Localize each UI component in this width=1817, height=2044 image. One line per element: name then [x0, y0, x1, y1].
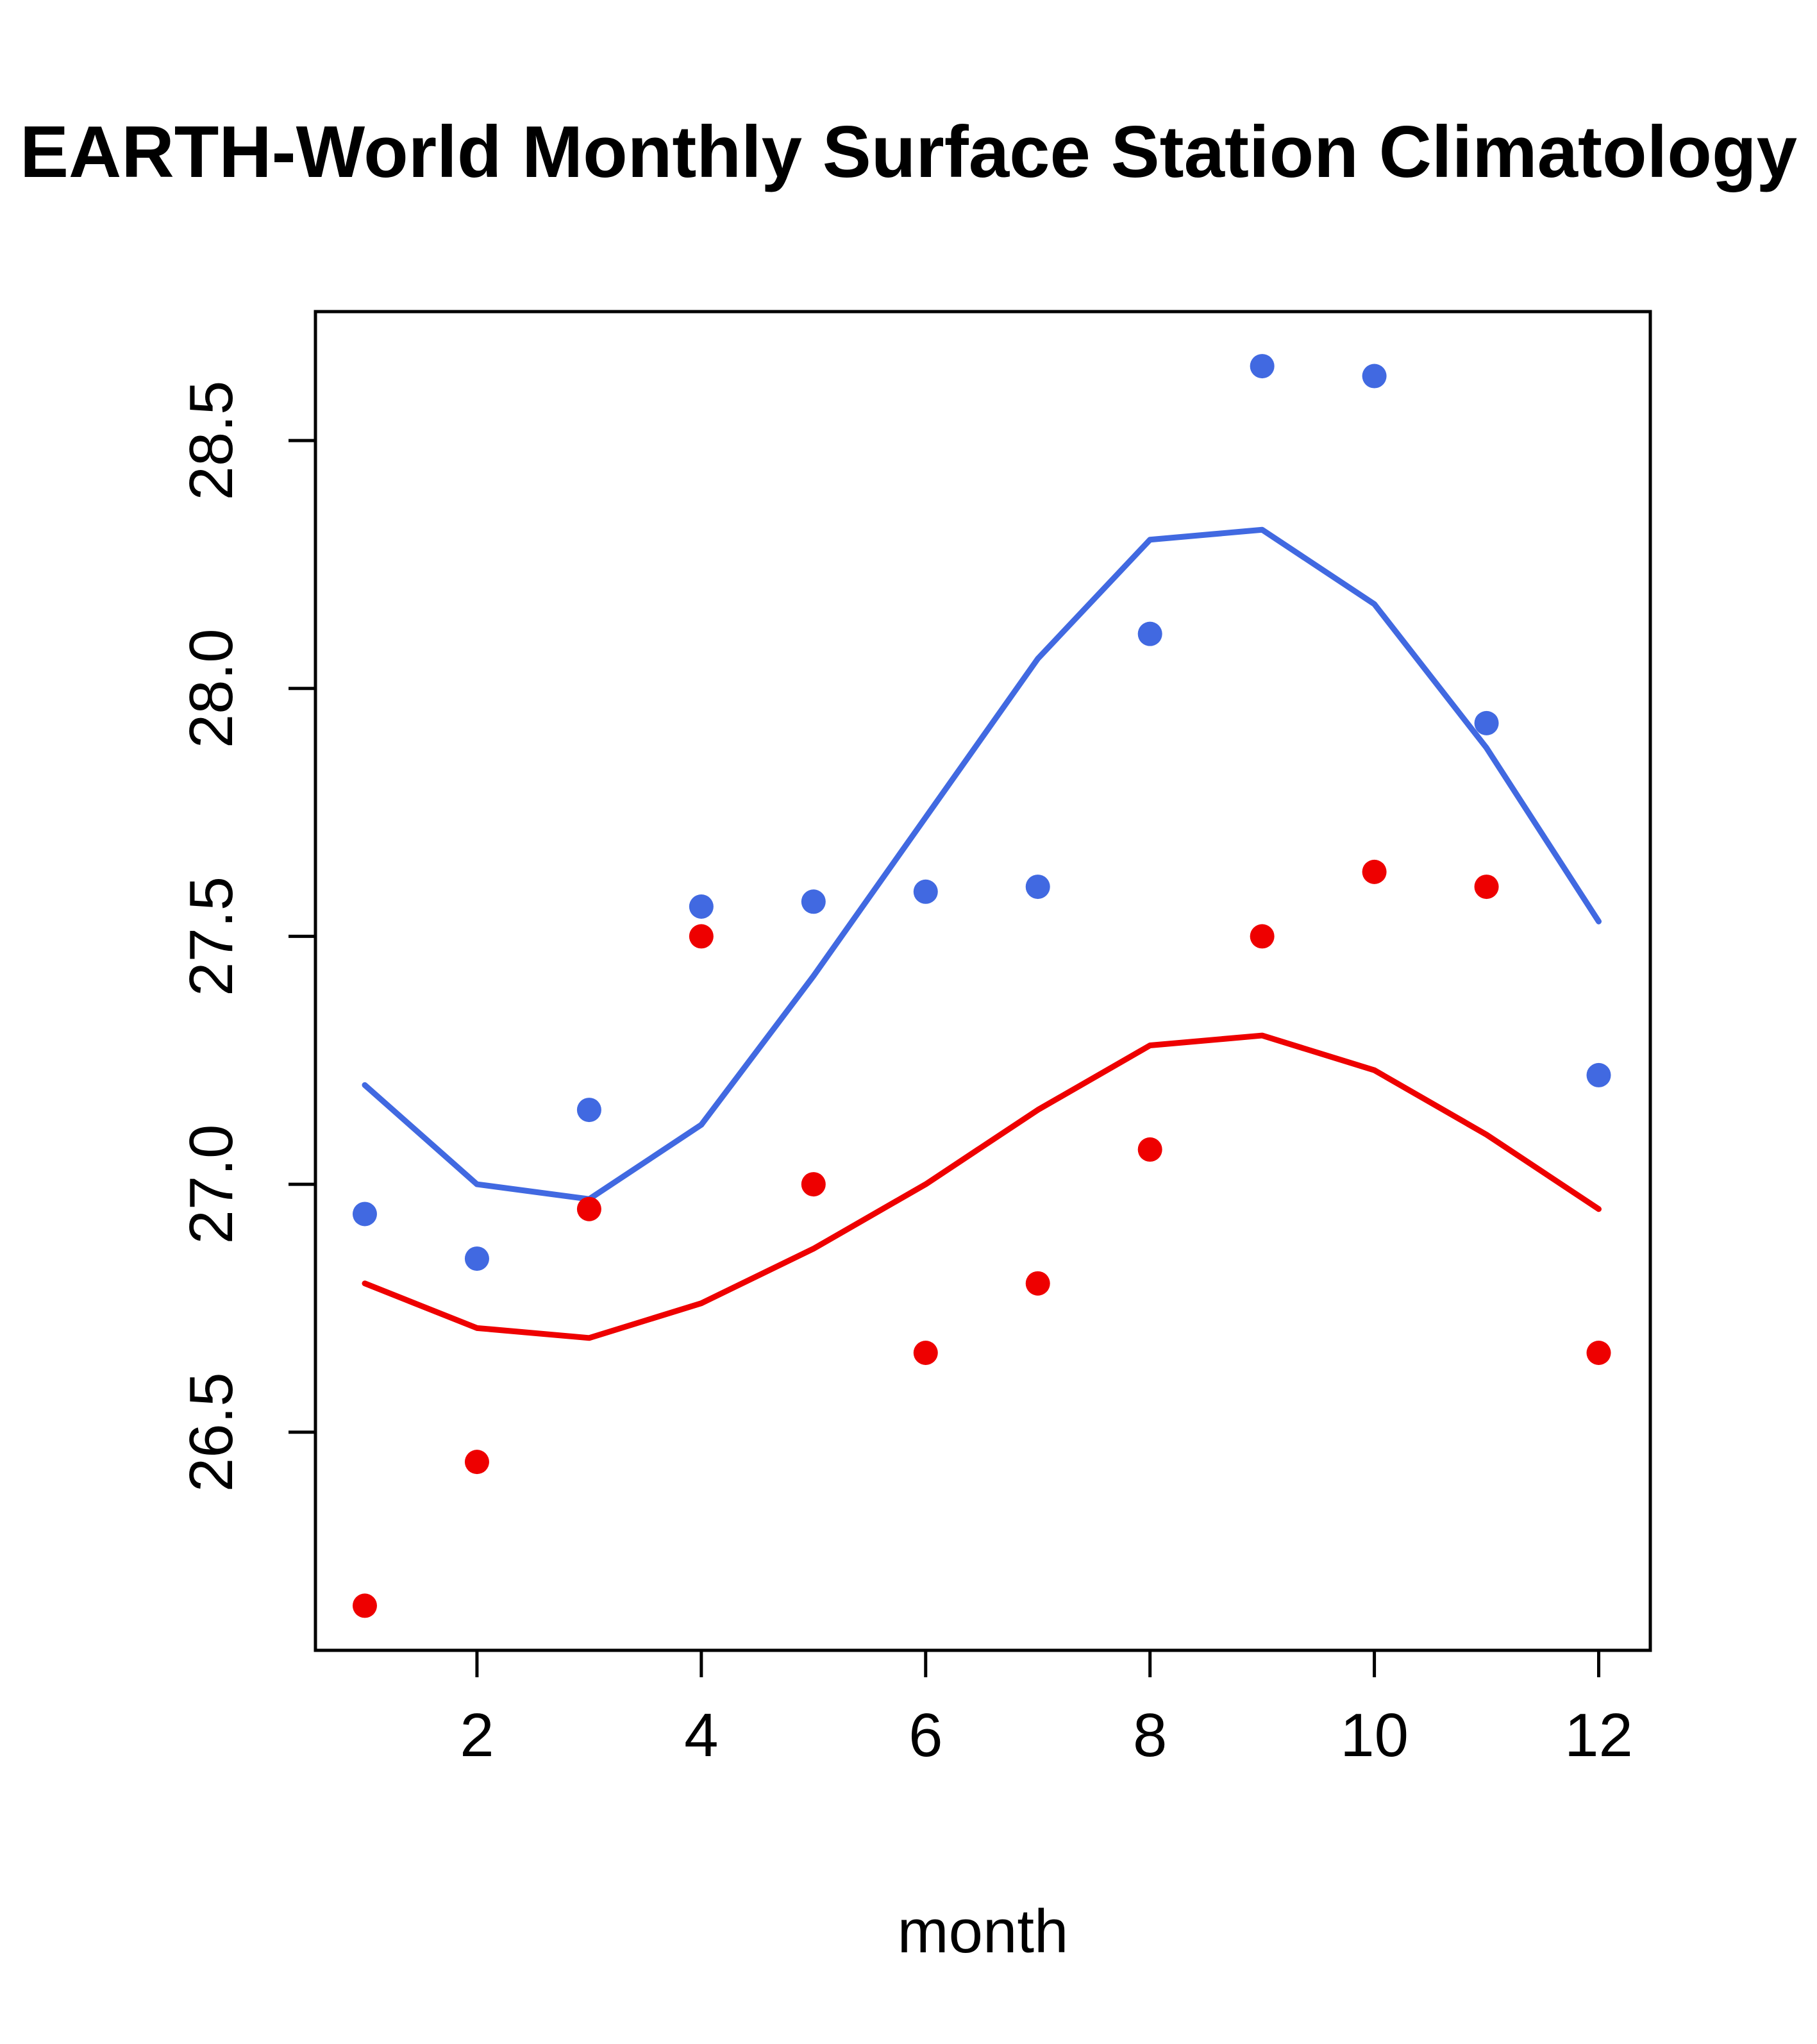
red-monthly-point [1362, 859, 1387, 884]
red-monthly-point [1137, 1137, 1162, 1162]
blue-monthly-point [1586, 1062, 1611, 1087]
y-tick-label: 28.0 [177, 628, 246, 748]
red-monthly-point [1474, 875, 1499, 900]
red-smoothed-line [362, 1032, 1602, 1341]
blue-monthly-point [689, 894, 714, 919]
x-tick-label: 6 [908, 1701, 942, 1770]
y-tick-label: 28.5 [177, 381, 246, 501]
red-monthly-point [464, 1450, 489, 1475]
blue-monthly-point [1025, 875, 1050, 900]
red-monthly-point [689, 924, 714, 949]
blue-monthly-point [801, 889, 826, 914]
blue-monthly-point [576, 1098, 601, 1123]
red-monthly-point [1586, 1341, 1611, 1365]
y-tick-label: 26.5 [177, 1372, 246, 1492]
plot-border [314, 310, 1652, 1652]
red-monthly-point [913, 1341, 938, 1365]
blue-monthly-point [1250, 354, 1275, 379]
y-tick-label: 27.5 [177, 876, 246, 996]
red-monthly-point [1250, 924, 1275, 949]
red-monthly-point [801, 1172, 826, 1197]
red-monthly-point [352, 1593, 377, 1618]
blue-monthly-point [352, 1202, 377, 1227]
x-tick-label: 12 [1564, 1701, 1633, 1770]
x-tick-label: 4 [684, 1701, 718, 1770]
blue-monthly-point [1474, 710, 1499, 735]
x-axis-label: month [897, 1897, 1069, 1966]
blue-monthly-point [464, 1246, 489, 1271]
blue-smoothed-line [362, 526, 1602, 1202]
red-monthly-point [1025, 1271, 1050, 1296]
blue-monthly-point [1362, 364, 1387, 389]
blue-monthly-point [913, 879, 938, 904]
x-tick-label: 8 [1133, 1701, 1167, 1770]
red-monthly-point [576, 1196, 601, 1221]
x-tick-label: 2 [460, 1701, 494, 1770]
y-tick-label: 27.0 [177, 1125, 246, 1244]
blue-monthly-point [1137, 621, 1162, 646]
x-tick-label: 10 [1340, 1701, 1409, 1770]
chart-title: EARTH-World Monthly Surface Station Clim… [20, 112, 1797, 193]
